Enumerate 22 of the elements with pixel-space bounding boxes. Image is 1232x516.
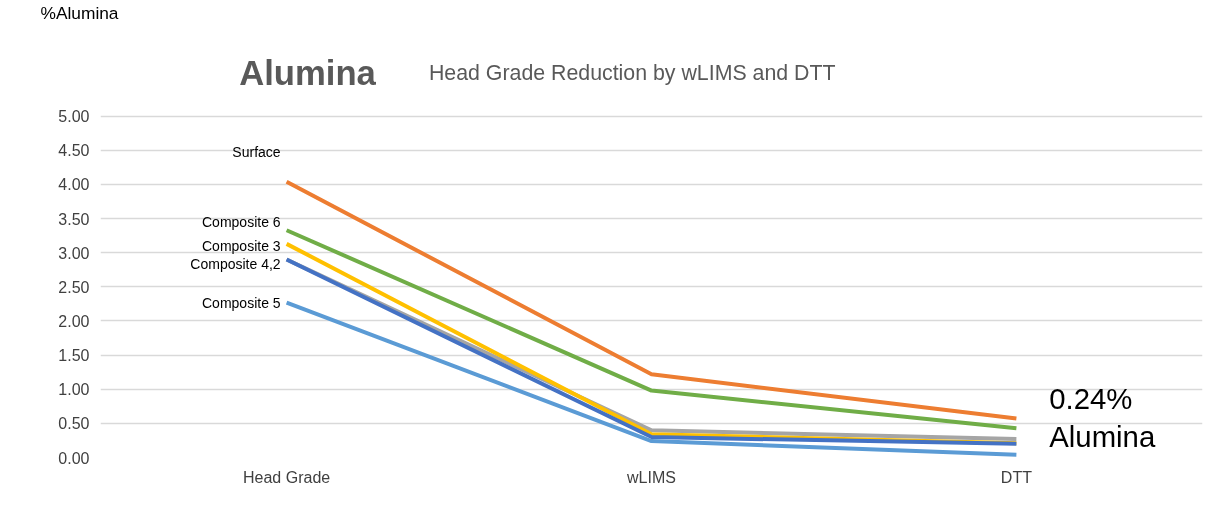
y-tick-label: 3.50 [58,210,90,228]
y-axis-title: %Alumina [40,2,119,23]
series-label: Composite 3 [202,237,281,254]
series-label: Composite 4,2 [190,255,281,272]
series-label: Surface [232,143,281,160]
y-tick-label: 0.50 [58,415,90,433]
chart-title: Alumina Head Grade Reduction by wLIMS and DTT [239,54,836,93]
y-tick-label: 0.00 [58,449,90,467]
annotation: 0.24% Alumina [1049,382,1156,454]
y-tick-label: 2.00 [58,312,90,330]
y-tick-label: 1.50 [58,347,90,365]
x-tick-label: DTT [1000,468,1033,486]
y-tick-label: 4.00 [58,176,90,194]
y-tick-label: 2.50 [58,278,90,296]
x-tick-label: wLIMS [626,468,676,486]
y-tick-label: 1.00 [58,381,90,399]
y-tick-label: 3.00 [58,244,90,262]
series-label: Composite 6 [202,214,281,231]
y-tick-label: 5.00 [58,108,90,126]
series-label: Composite 5 [202,294,281,311]
y-tick-label: 4.50 [58,142,90,160]
x-tick-label: Head Grade [243,468,331,486]
